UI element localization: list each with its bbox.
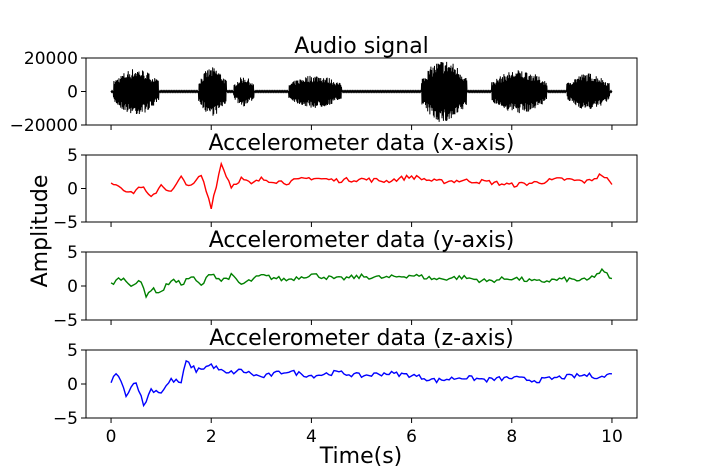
series-line <box>110 267 613 299</box>
plot-frame <box>85 154 638 223</box>
x-tick-label: 0 <box>106 427 117 447</box>
y-tick-label: 5 <box>67 146 78 166</box>
y-tick-label: 0 <box>67 277 78 297</box>
y-tick-label: 20000 <box>24 49 78 69</box>
subplot-title: Audio signal <box>294 34 429 59</box>
y-tick-label: 5 <box>67 341 78 361</box>
plot-frame <box>85 251 638 321</box>
series-line <box>110 161 613 210</box>
y-tick-label: −5 <box>53 213 78 233</box>
subplot-title: Accelerometer data (x-axis) <box>209 131 515 156</box>
subplot-title: Accelerometer data (z-axis) <box>209 326 514 351</box>
y-axis-label: Amplitude <box>28 175 53 288</box>
subplot-4: Accelerometer data (z-axis) 5 0 −5 0 2 4 6 8 10 <box>53 326 638 447</box>
y-tick-label: 0 <box>67 83 78 103</box>
subplot-2: Accelerometer data (x-axis) 5 0 −5 <box>53 131 638 233</box>
plot-frame <box>85 349 638 419</box>
x-tick-label: 6 <box>406 427 417 447</box>
y-tick-label: 0 <box>67 180 78 200</box>
y-tick-label: 0 <box>67 375 78 395</box>
x-tick-label: 8 <box>506 427 517 447</box>
subplot-3: Accelerometer data (y-axis) 5 0 −5 <box>53 228 638 331</box>
audio-waveform <box>110 61 613 122</box>
y-tick-label: −20000 <box>10 116 78 136</box>
x-tick-label: 10 <box>601 427 623 447</box>
series-line <box>110 359 612 408</box>
subplot-1: Audio signal 20000 0 −20000 <box>10 34 638 136</box>
subplot-title: Accelerometer data (y-axis) <box>209 228 515 253</box>
x-axis-label: Time(s) <box>319 444 402 469</box>
y-tick-label: 5 <box>67 243 78 263</box>
x-tick-label: 4 <box>306 427 317 447</box>
y-tick-label: −5 <box>53 409 78 429</box>
x-tick-label: 2 <box>206 427 217 447</box>
y-tick-label: −5 <box>53 311 78 331</box>
